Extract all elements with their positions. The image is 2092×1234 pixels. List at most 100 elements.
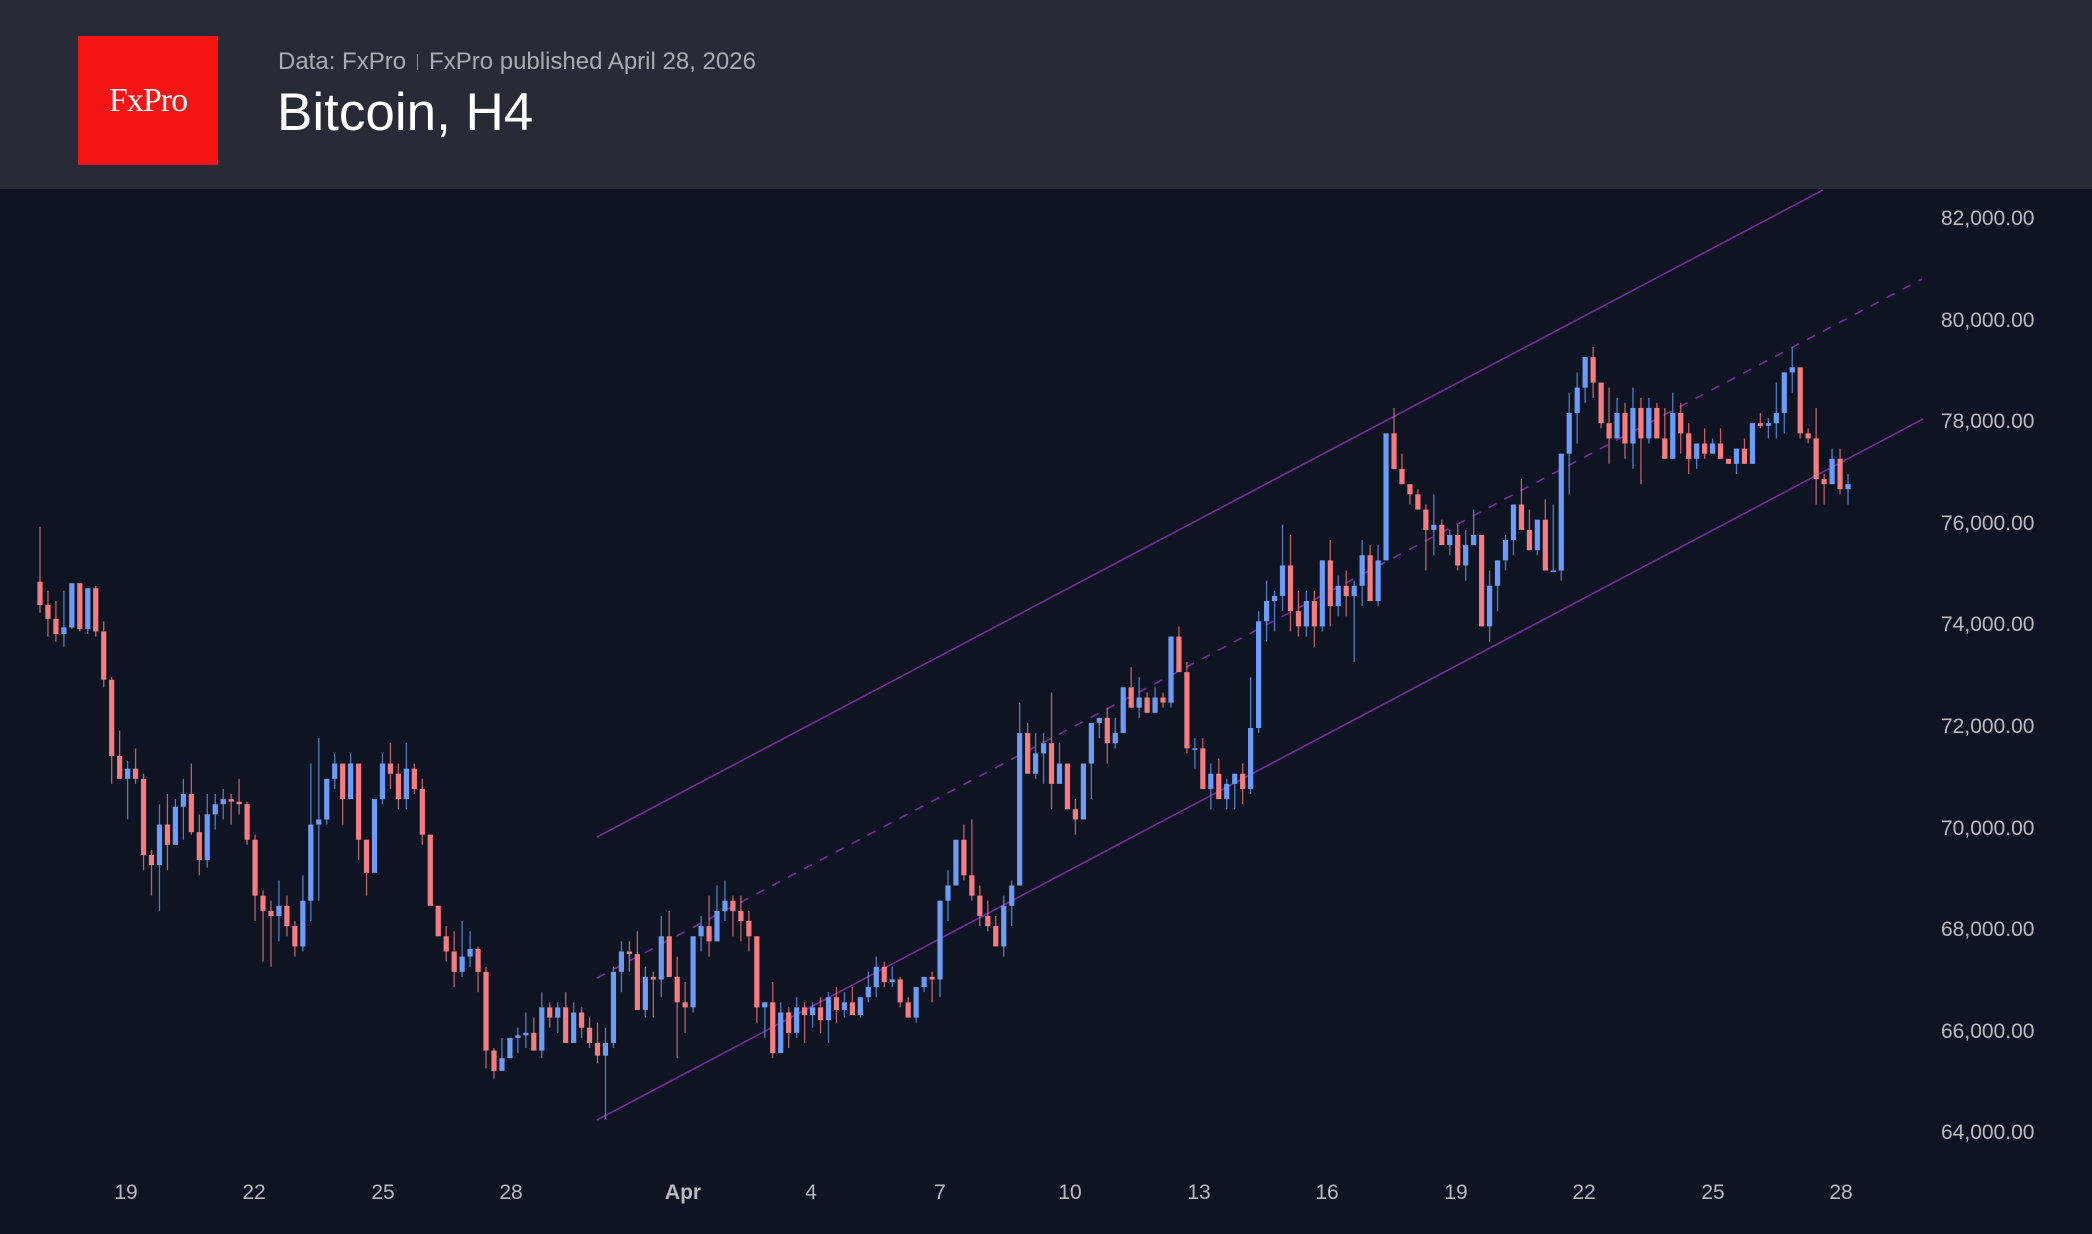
candle-bullish (698, 915, 704, 952)
candle-bullish (1303, 590, 1309, 637)
x-tick-label: 19 (114, 1181, 138, 1204)
chart-title: Bitcoin, H4 (277, 83, 534, 142)
candle-bearish (754, 936, 760, 1023)
candle-bullish (690, 936, 696, 1013)
candle-bullish (1694, 443, 1700, 469)
x-tick-label: 13 (1187, 1181, 1211, 1204)
candle-bearish (1391, 407, 1397, 469)
candle-bearish (682, 982, 688, 1033)
candle-bullish (1040, 733, 1047, 784)
candle-bearish (1725, 458, 1732, 464)
candle-bearish (1717, 428, 1724, 459)
candle-bearish (1622, 402, 1628, 459)
candle-bearish (905, 997, 911, 1018)
candle-bullish (1192, 738, 1198, 769)
candle-bearish (586, 1017, 593, 1049)
candle-bearish (1590, 347, 1596, 398)
candle-bearish (132, 748, 139, 784)
y-tick-label: 70,000.00 (1941, 816, 2035, 840)
candle-bullish (1510, 504, 1517, 556)
chart-area (0, 189, 2092, 1234)
candle-bullish (1136, 677, 1142, 718)
candle-bearish (196, 814, 202, 876)
candle-bullish (85, 588, 91, 635)
candle-bearish (419, 778, 425, 845)
candle-bearish (355, 763, 362, 861)
candle-bearish (411, 763, 417, 795)
candle-bullish (523, 1012, 529, 1049)
data-source: Data: FxPro (278, 48, 407, 75)
candle-bullish (809, 1002, 816, 1028)
candle-bullish (1502, 534, 1509, 571)
candle-bearish (650, 971, 656, 1018)
x-tick-label: 4 (805, 1181, 817, 1204)
candle-bearish (1805, 428, 1811, 444)
x-tick-label: 28 (1829, 1181, 1853, 1204)
separator (417, 54, 419, 70)
y-tick-label: 72,000.00 (1941, 715, 2035, 738)
candle-bullish (1056, 743, 1063, 784)
candle-bullish (1263, 580, 1270, 642)
candle-bearish (292, 921, 298, 957)
candle-bullish (204, 794, 210, 868)
candle-bullish (1558, 453, 1564, 581)
x-tick-label: 19 (1444, 1181, 1468, 1204)
candle-bullish (69, 583, 75, 629)
candle-bearish (786, 1007, 792, 1049)
x-tick-label: 25 (371, 1181, 395, 1204)
candle-bullish (610, 966, 617, 1049)
channel-midline (596, 278, 1923, 979)
candle-bearish (1104, 707, 1110, 764)
channel-line (596, 189, 1824, 838)
candle-bullish (1248, 677, 1254, 795)
candle-bullish (778, 1002, 784, 1054)
fxpro-logo: FxPro (78, 36, 218, 165)
candle-bearish (961, 824, 967, 881)
candle-bearish (770, 982, 776, 1059)
candle-bullish (889, 966, 895, 988)
candle-bullish (937, 900, 943, 998)
y-tick-label: 80,000.00 (1941, 308, 2035, 332)
candle-bullish (1375, 545, 1381, 607)
candle-bearish (395, 763, 402, 810)
candle-bearish (236, 778, 242, 815)
candle-bullish (1001, 895, 1007, 957)
y-tick-label: 78,000.00 (1941, 410, 2035, 434)
candle-bearish (427, 834, 433, 906)
candle-bearish (1678, 402, 1684, 454)
candle-bullish (1574, 372, 1580, 444)
candle-bearish (252, 834, 258, 922)
x-tick-label: 10 (1058, 1181, 1082, 1204)
candle-bearish (881, 961, 887, 988)
candle-bearish (1542, 499, 1548, 571)
candle-bullish (1431, 494, 1437, 556)
candle-bullish (1486, 570, 1493, 642)
candle-bullish (172, 799, 179, 845)
candle-bullish (1566, 392, 1572, 495)
candle-bearish (109, 677, 115, 784)
candle-bearish (491, 1048, 497, 1079)
candle-bullish (1749, 423, 1756, 464)
published-date: FxPro published April 28, 2026 (429, 48, 756, 75)
y-tick-label: 64,000.00 (1941, 1121, 2035, 1145)
candle-bearish (101, 621, 107, 688)
x-tick-label: 22 (1572, 1181, 1596, 1204)
y-tick-label: 76,000.00 (1941, 511, 2035, 535)
candle-bearish (531, 1017, 537, 1051)
candle-bearish (1598, 382, 1604, 429)
candle-bullish (1733, 448, 1740, 474)
candle-bullish (1224, 778, 1230, 810)
candle-bearish (1216, 758, 1222, 800)
candle-bullish (658, 915, 664, 998)
candle-bullish (1168, 636, 1174, 708)
candle-bearish (1287, 534, 1294, 632)
candle-bullish (857, 997, 863, 1018)
candle-bullish (1335, 575, 1341, 617)
candle-bullish (1471, 509, 1477, 546)
candle-bullish (722, 880, 728, 922)
candle-bullish (156, 804, 163, 911)
candle-bearish (1176, 626, 1182, 673)
candle-bullish (1709, 438, 1716, 454)
candle-bearish (1662, 407, 1668, 459)
candle-bearish (340, 763, 346, 825)
